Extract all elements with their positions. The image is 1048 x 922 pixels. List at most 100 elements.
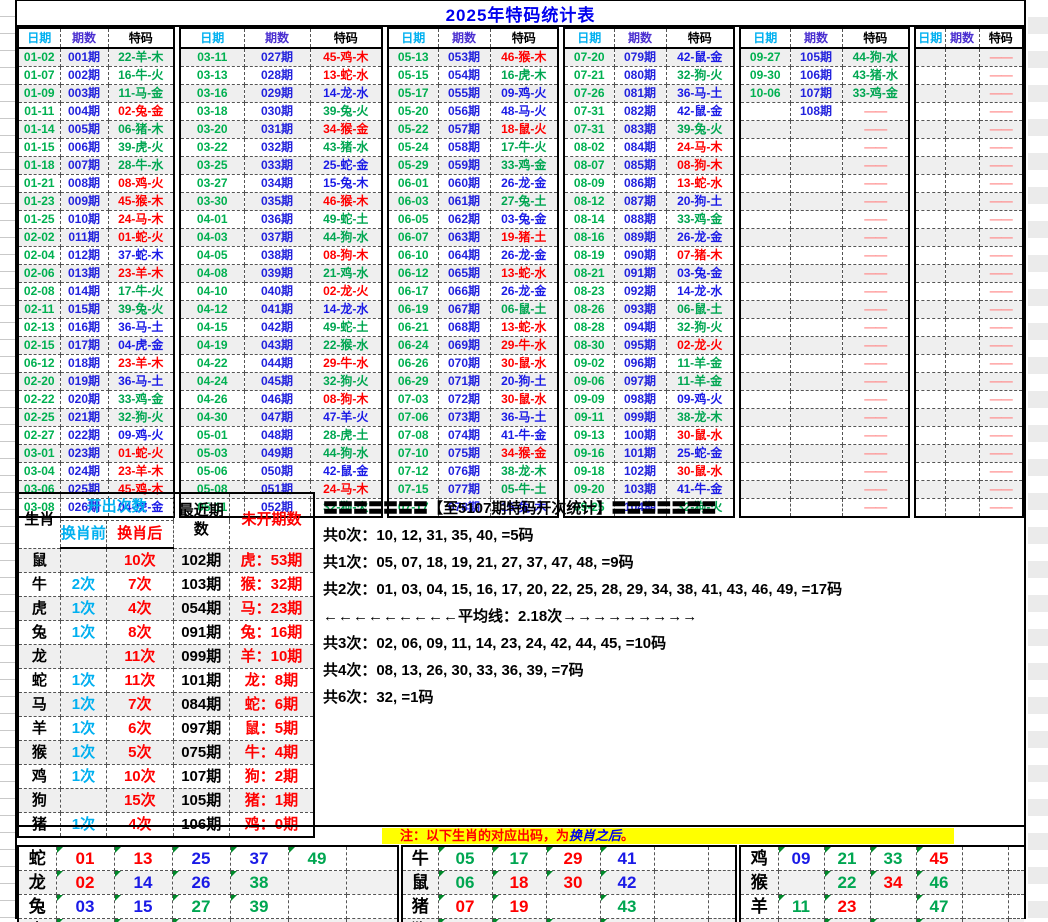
date-cell: 05-29 xyxy=(388,157,438,175)
special-code-cell: 30-鼠-水 xyxy=(490,391,558,409)
recent-period-cell: 105期 xyxy=(173,789,229,813)
period-cell: 002期 xyxy=(60,67,108,85)
empty-code-dash: —— xyxy=(979,427,1023,445)
date-cell: 02-06 xyxy=(18,265,60,283)
period-cell: 010期 xyxy=(60,211,108,229)
date-cell: 08-14 xyxy=(564,211,614,229)
empty-code-dash: —— xyxy=(979,193,1023,211)
date-cell: 05-06 xyxy=(180,463,244,481)
date-cell xyxy=(915,499,945,518)
period-cell: 027期 xyxy=(244,48,310,67)
zodiac-name-cell: 鸡 xyxy=(18,765,60,789)
number-cell: 19 xyxy=(492,895,546,919)
number-cell: 21 xyxy=(824,846,870,871)
date-cell xyxy=(740,157,790,175)
column-header-period: 期数 xyxy=(60,28,108,48)
period-cell xyxy=(790,445,842,463)
before-change-count-cell: 1次 xyxy=(60,597,106,621)
zodiac-name-cell: 猴 xyxy=(18,741,60,765)
result-row: —— xyxy=(740,463,909,481)
special-code-cell: 34-猴-金 xyxy=(490,445,558,463)
date-cell: 06-17 xyxy=(388,283,438,301)
results-group-6: 日期期数特码——————————————————————————————————… xyxy=(914,27,1024,518)
before-change-count-cell: 1次 xyxy=(60,621,106,645)
special-code-cell: 42-鼠-金 xyxy=(666,103,734,121)
number-cell: 07 xyxy=(438,895,492,919)
date-cell xyxy=(915,463,945,481)
header-unopened-periods: 未开期数 xyxy=(229,493,314,548)
empty-code-dash: —— xyxy=(979,409,1023,427)
special-code-cell: 13-蛇-水 xyxy=(490,319,558,337)
period-cell: 085期 xyxy=(614,157,666,175)
period-cell: 034期 xyxy=(244,175,310,193)
date-cell xyxy=(915,85,945,103)
empty-code-dash: —— xyxy=(842,427,909,445)
zodiac-name-cell: 蛇 xyxy=(18,846,56,871)
date-cell: 02-08 xyxy=(18,283,60,301)
result-row: —— xyxy=(915,463,1023,481)
special-code-cell: 33-鸡-金 xyxy=(490,157,558,175)
period-cell: 076期 xyxy=(438,463,490,481)
filler-cell xyxy=(346,919,398,922)
period-cell: 063期 xyxy=(438,229,490,247)
period-cell: 023期 xyxy=(60,445,108,463)
column-header-code: 特码 xyxy=(842,28,909,48)
special-code-cell: 09-鸡-火 xyxy=(108,427,174,445)
period-cell: 088期 xyxy=(614,211,666,229)
date-cell xyxy=(740,211,790,229)
special-code-cell: 13-蛇-水 xyxy=(666,175,734,193)
date-cell: 03-20 xyxy=(180,121,244,139)
unopened-periods-cell: 羊：10期 xyxy=(229,645,314,669)
date-cell: 07-21 xyxy=(564,67,614,85)
empty-number-cell xyxy=(288,895,346,919)
result-row: —— xyxy=(915,391,1023,409)
result-row: —— xyxy=(740,409,909,427)
header-draw-counts: 开出次数 xyxy=(60,493,173,521)
empty-code-dash: —— xyxy=(842,499,909,518)
number-cell: 02 xyxy=(56,871,114,895)
zodiac-mapping-group-2: 牛05172941鼠06183042猪071943狗08203244 xyxy=(401,845,735,922)
result-row: —— xyxy=(915,409,1023,427)
number-cell: 06 xyxy=(438,871,492,895)
date-cell xyxy=(740,427,790,445)
result-row: —— xyxy=(915,229,1023,247)
zodiac-name-cell: 马 xyxy=(740,919,778,922)
empty-code-dash: —— xyxy=(842,157,909,175)
date-cell: 09-16 xyxy=(564,445,614,463)
date-cell: 03-16 xyxy=(180,85,244,103)
special-code-cell: 43-猪-水 xyxy=(310,139,382,157)
date-cell: 06-03 xyxy=(388,193,438,211)
empty-code-dash: —— xyxy=(842,337,909,355)
date-cell: 04-01 xyxy=(180,211,244,229)
period-cell: 041期 xyxy=(244,301,310,319)
frequency-summary: 〓〓〓〓〓〓〓【至5107期特码开次统计】〓〓〓〓〓〓〓共0次：10, 12, … xyxy=(323,491,842,711)
number-cell: 24 xyxy=(824,919,870,922)
date-cell: 05-24 xyxy=(388,139,438,157)
result-row: —— xyxy=(915,427,1023,445)
period-cell: 106期 xyxy=(790,67,842,85)
period-cell xyxy=(790,463,842,481)
number-cell: 26 xyxy=(172,871,230,895)
after-change-count-cell: 8次 xyxy=(107,621,173,645)
period-cell: 054期 xyxy=(438,67,490,85)
period-cell: 071期 xyxy=(438,373,490,391)
number-cell: 03 xyxy=(56,895,114,919)
special-code-cell: 11-羊-金 xyxy=(666,373,734,391)
special-code-cell: 45-猴-木 xyxy=(108,193,174,211)
summary-line: 共1次：05, 07, 18, 19, 21, 27, 37, 47, 48, … xyxy=(323,549,842,576)
number-cell: 44 xyxy=(600,919,654,922)
column-header-code: 特码 xyxy=(490,28,558,48)
date-cell xyxy=(740,409,790,427)
special-code-cell: 08-鸡-火 xyxy=(108,175,174,193)
